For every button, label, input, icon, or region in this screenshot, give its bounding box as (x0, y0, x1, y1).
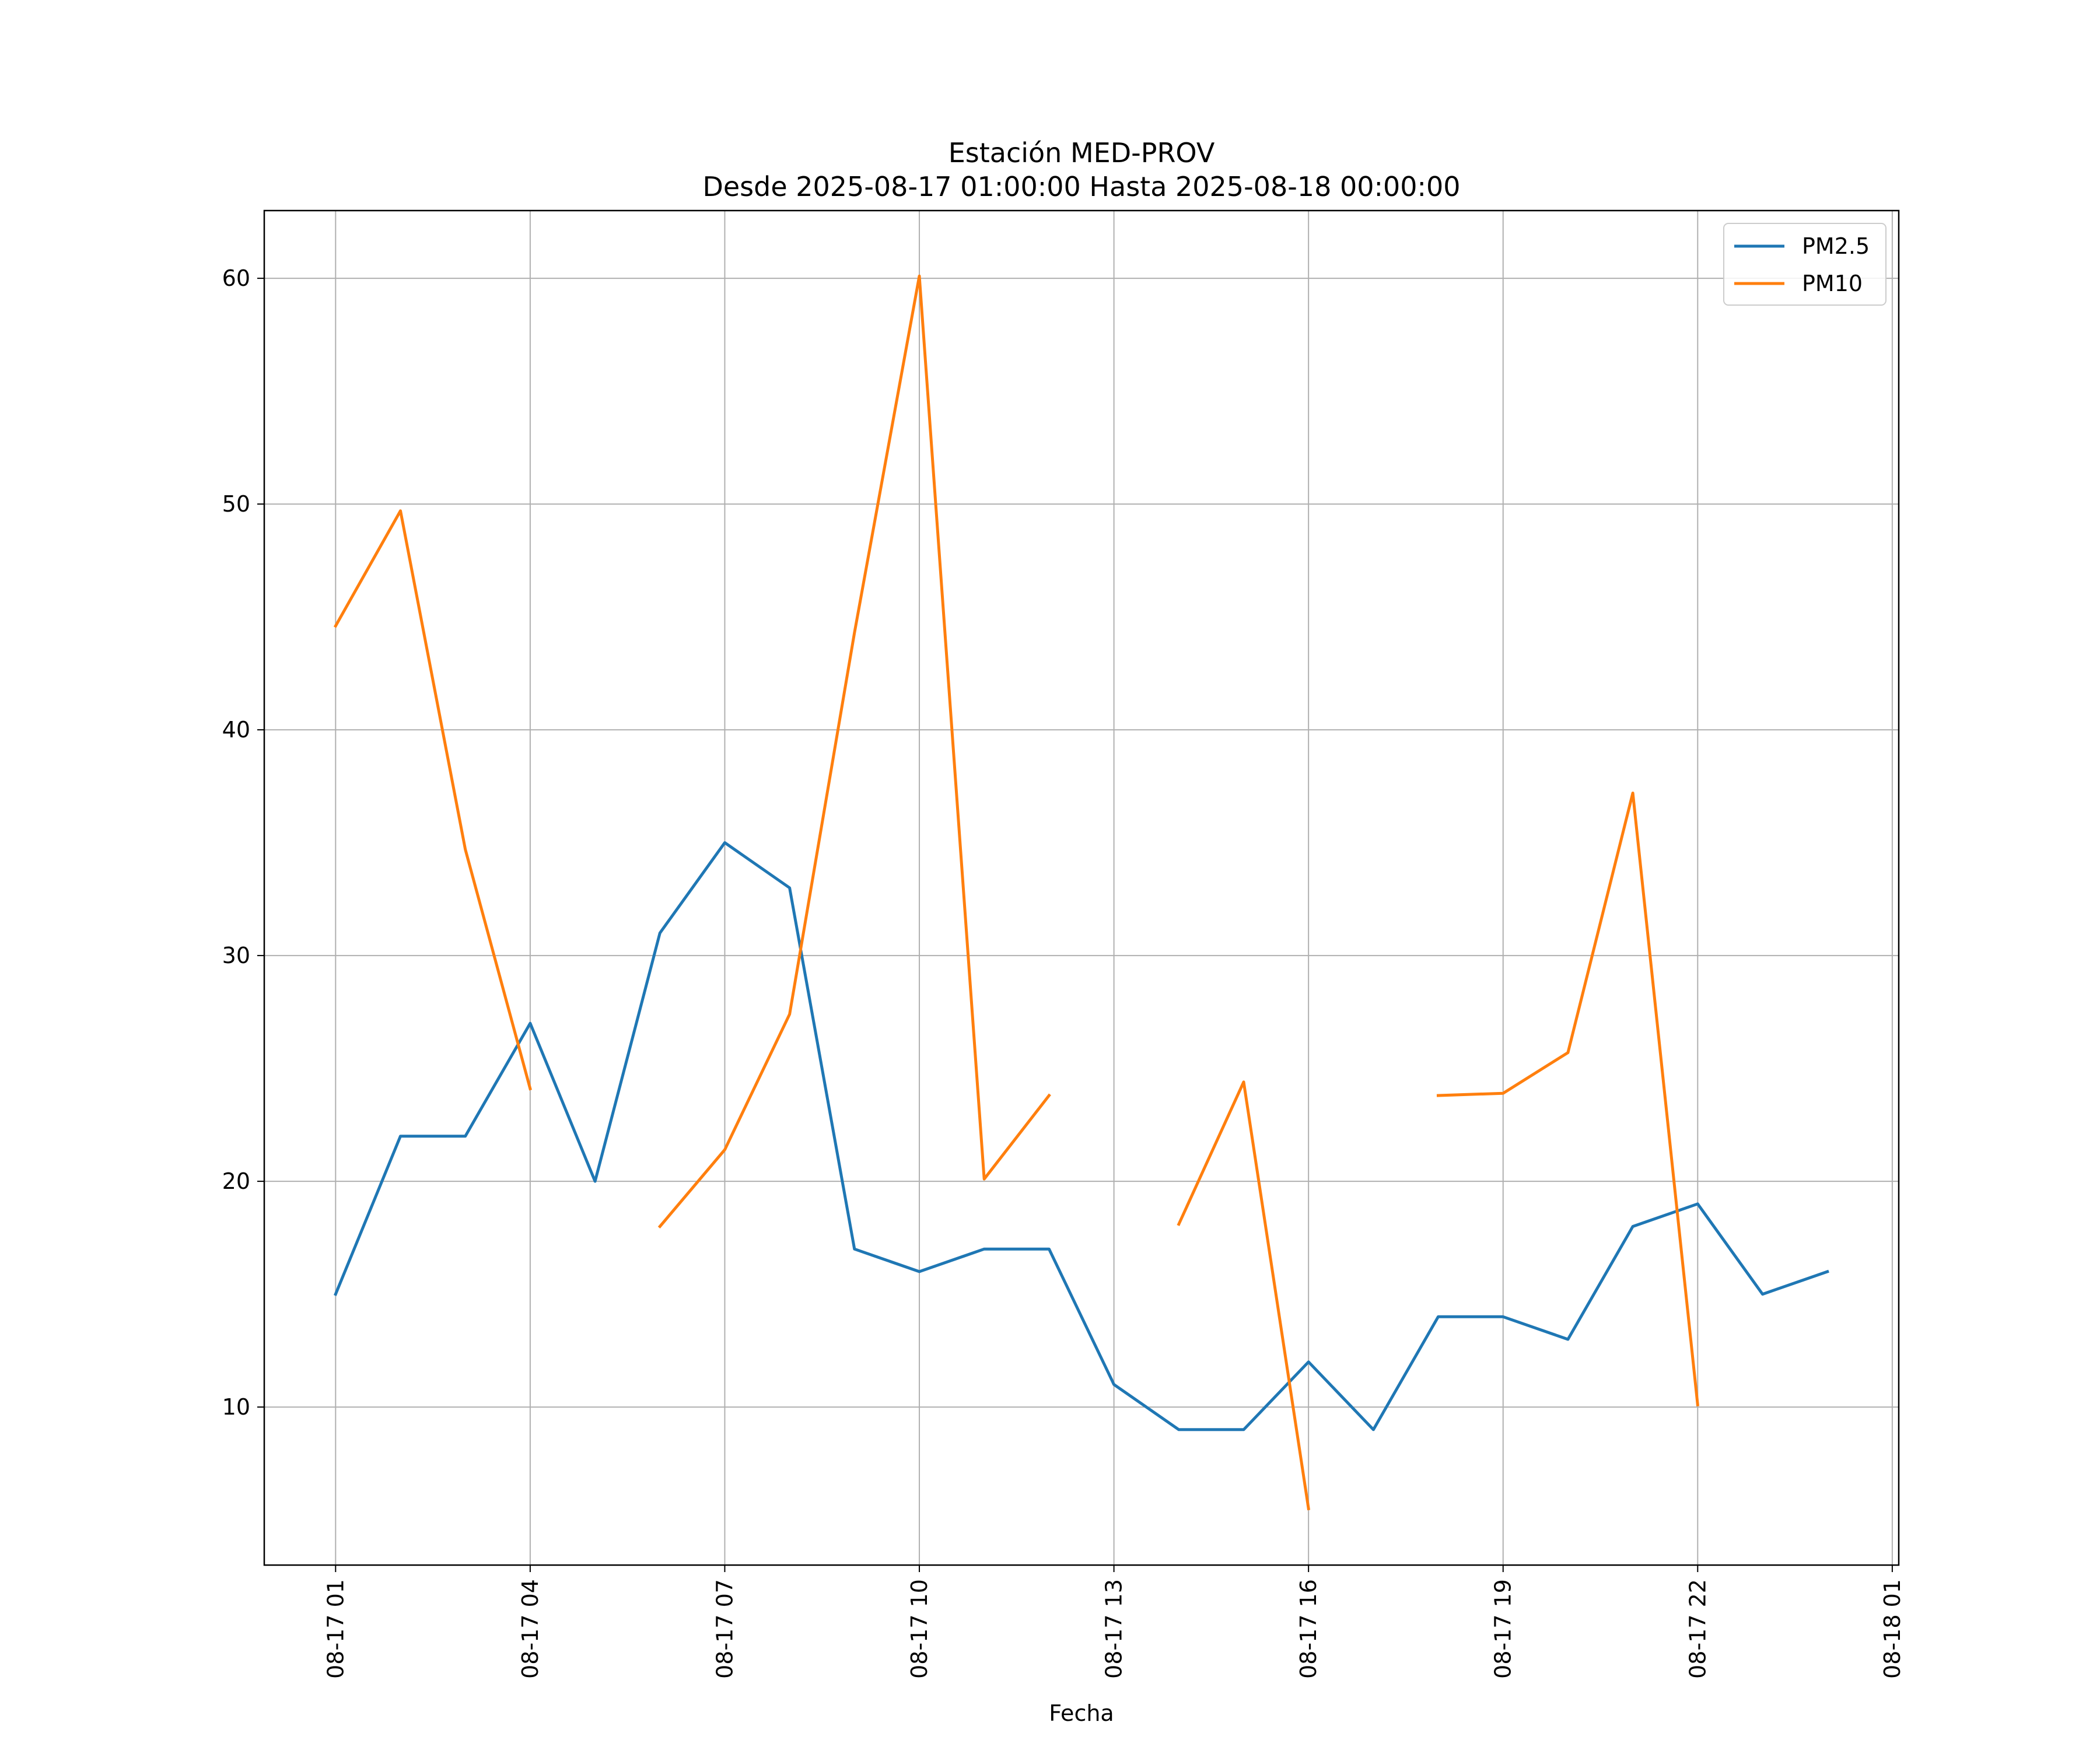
chart-title-line2: Desde 2025-08-17 01:00:00 Hasta 2025-08-… (702, 171, 1460, 202)
legend-label-pm25: PM2.5 (1802, 233, 1870, 259)
series-line-pm10 (333, 509, 532, 1091)
y-tick-label: 50 (222, 491, 250, 517)
y-tick-label: 20 (222, 1168, 250, 1194)
legend: PM2.5 PM10 (1723, 223, 1887, 306)
series-line-pm10 (1177, 1080, 1311, 1511)
y-tick-label: 60 (222, 265, 250, 291)
series-group (333, 274, 1829, 1511)
x-tick-label: 08-17 16 (1296, 1579, 1321, 1679)
legend-label-pm10: PM10 (1802, 271, 1863, 296)
x-axis-label: Fecha (1049, 1700, 1114, 1726)
y-tick-label: 10 (222, 1394, 250, 1420)
x-tick-label: 08-17 19 (1490, 1579, 1516, 1679)
series-line-pm25 (334, 841, 1829, 1432)
axis-ticks: 08-17 01 08-17 04 08-17 07 08-17 10 08-17 13… (222, 265, 1905, 1679)
series-line-pm10 (1436, 792, 1700, 1406)
y-tick-label: 40 (222, 717, 250, 743)
grid (264, 211, 1899, 1565)
y-tick-label: 30 (222, 943, 250, 968)
x-tick-label: 08-18 01 (1880, 1579, 1905, 1679)
series-line-pm10 (657, 274, 1051, 1229)
x-tick-label: 08-17 04 (517, 1579, 543, 1679)
x-tick-label: 08-17 13 (1101, 1579, 1127, 1679)
chart-title-line1: Estación MED-PROV (949, 137, 1215, 169)
x-tick-label: 08-17 07 (712, 1579, 737, 1679)
x-tick-label: 08-17 10 (907, 1579, 932, 1679)
x-tick-label: 08-17 01 (323, 1579, 348, 1679)
plot-frame (263, 209, 1900, 1566)
x-tick-label: 08-17 22 (1685, 1579, 1710, 1679)
